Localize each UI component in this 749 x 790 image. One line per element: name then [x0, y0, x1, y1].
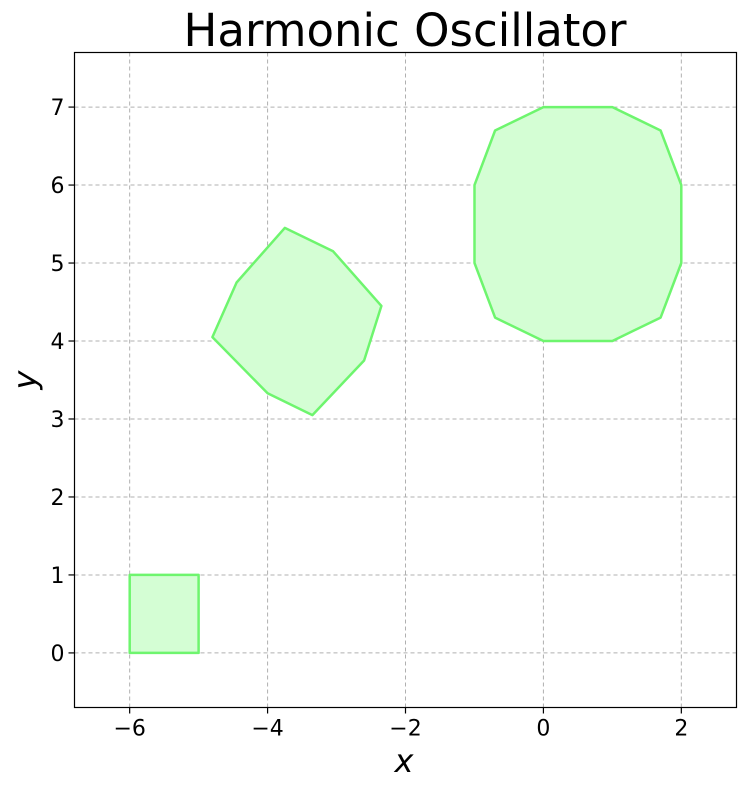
plot-shapes [128, 105, 683, 655]
y-tick-label: 1 [51, 564, 65, 589]
x-tick-label: 2 [674, 717, 688, 742]
y-tick-label: 4 [51, 330, 65, 355]
chart-title: Harmonic Oscillator [184, 4, 627, 57]
grid [74, 52, 737, 708]
x-tick-label: −6 [113, 717, 145, 742]
y-axis-ticks: 0 1 2 3 4 5 6 7 [51, 96, 75, 667]
y-tick-label: 0 [51, 642, 65, 667]
x-axis-ticks: −6 −4 −2 0 2 [113, 707, 688, 742]
shape-heptagon [211, 226, 383, 417]
x-axis-label: x [394, 742, 415, 780]
y-tick-label: 7 [51, 96, 65, 121]
y-tick-label: 6 [51, 174, 65, 199]
y-tick-label: 3 [51, 408, 65, 433]
y-axis-label: y [6, 369, 44, 390]
x-tick-label: −4 [251, 717, 283, 742]
shape-decagon [473, 105, 683, 343]
x-tick-label: 0 [536, 717, 550, 742]
shape-square [128, 573, 200, 655]
x-tick-label: −2 [389, 717, 421, 742]
y-tick-label: 5 [51, 252, 65, 277]
y-tick-label: 2 [51, 486, 65, 511]
